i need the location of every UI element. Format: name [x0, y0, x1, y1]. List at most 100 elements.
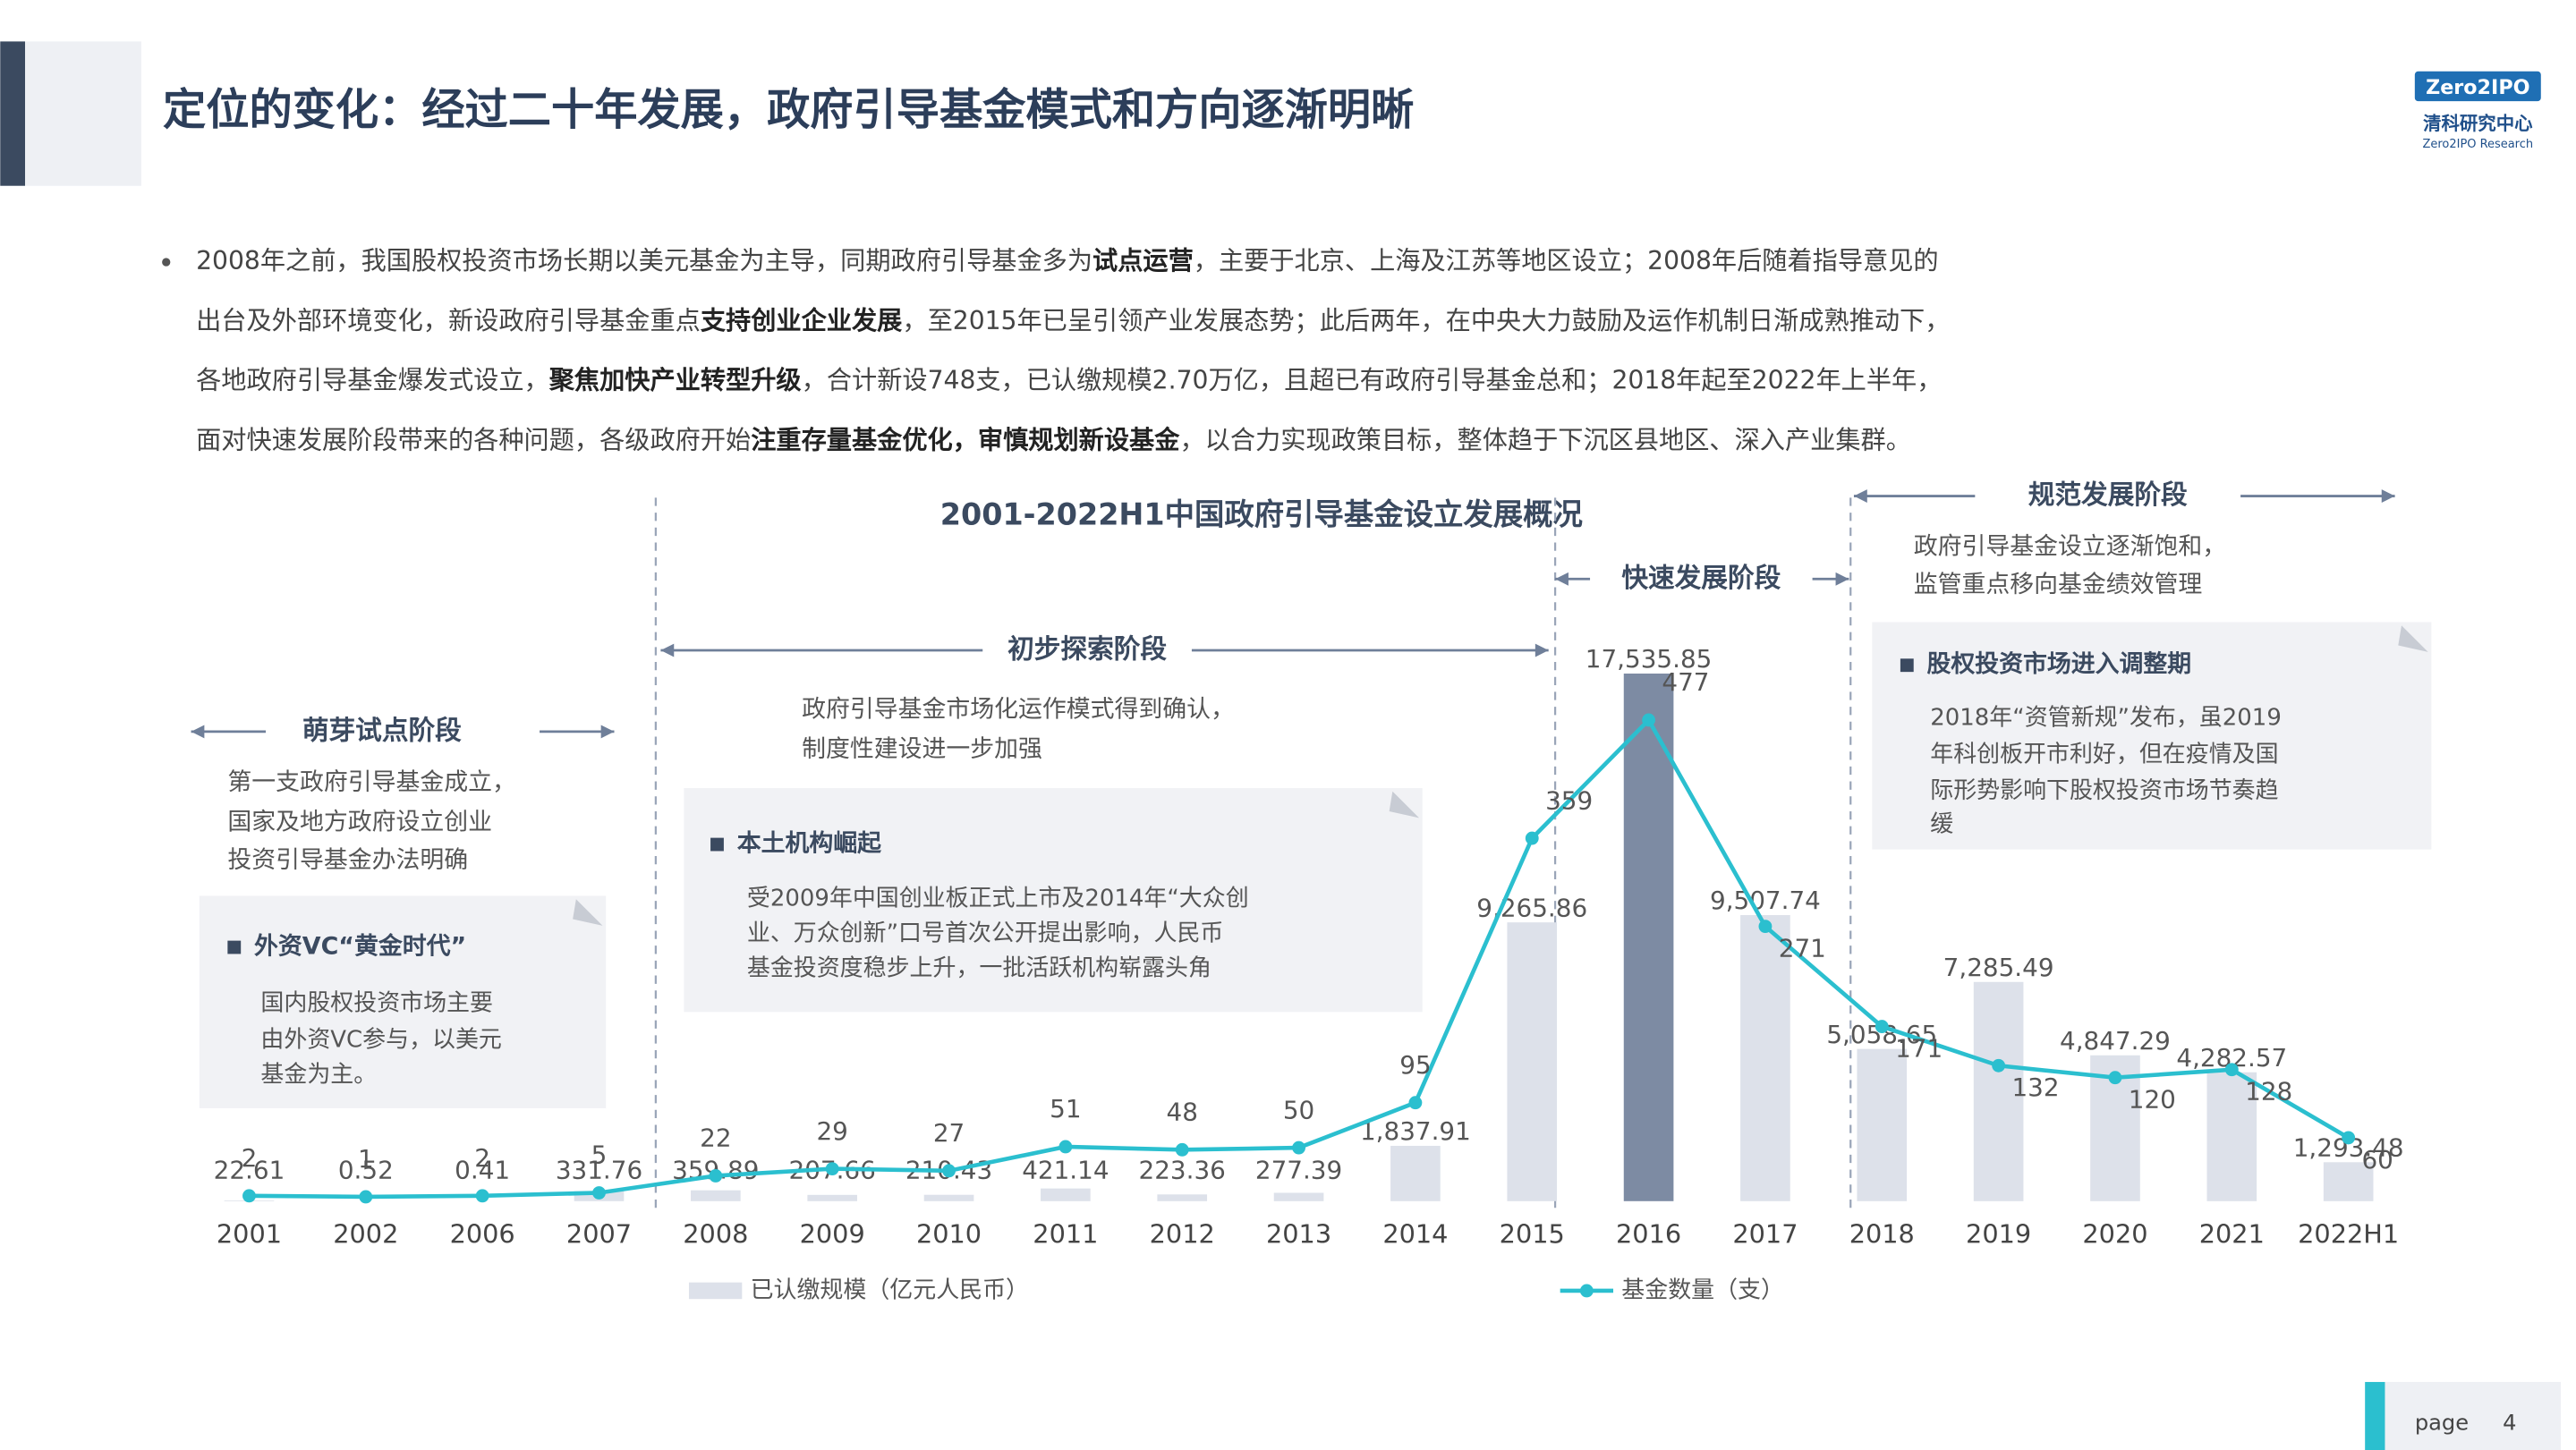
legend-dot [1579, 1284, 1594, 1298]
x-tick-label: 2012 [1150, 1219, 1215, 1250]
note-square [227, 940, 242, 954]
arrow-head [660, 643, 675, 657]
bar [2206, 1072, 2257, 1201]
note-title: 股权投资市场进入调整期 [1927, 649, 2192, 678]
bullet-text: ，至2015年已呈引领产业发展态势；此后两年，在中央大力鼓励及运作机制日渐成熟推… [902, 306, 1950, 335]
count-point [2224, 1063, 2239, 1077]
stage-desc: 第一支政府引导基金成立， [227, 768, 516, 796]
bullet-bold: 聚焦加快产业转型升级 [548, 366, 803, 395]
page-number: 4 [2503, 1410, 2516, 1435]
footer-accent [2365, 1381, 2385, 1450]
note-line: 由外资VC参与，以美元 [260, 1026, 501, 1053]
arrow-head [1535, 643, 1549, 657]
arrow-head [1853, 489, 1867, 503]
x-tick-label: 2021 [2199, 1219, 2265, 1250]
arrow-head [2381, 489, 2395, 503]
count-label: 120 [2129, 1085, 2176, 1115]
logo-name: 清科研究中心 [2423, 113, 2533, 134]
footer-bg [2365, 1381, 2562, 1450]
stage-desc: 政府引导基金设立逐渐饱和， [1914, 533, 2226, 561]
count-label: 2 [474, 1143, 490, 1173]
page-word: page [2415, 1410, 2469, 1435]
bar-value-label: 223.36 [1139, 1155, 1226, 1184]
bar-value-label: 17,535.85 [1586, 644, 1713, 674]
note-box [1872, 622, 2432, 850]
stage-desc: 制度性建设进一步加强 [802, 735, 1042, 763]
bar-value-label: 7,285.49 [1943, 953, 2054, 982]
title-accent [0, 41, 26, 186]
stage-desc: 投资引导基金办法明确 [227, 846, 468, 874]
count-point [475, 1189, 489, 1203]
bar-value-label: 1,837.91 [1360, 1116, 1471, 1146]
count-point [242, 1189, 256, 1203]
bullet-text: ，合计新设748支，已认缴规模2.70万亿，且超已有政府引导基金总和；2018年… [802, 366, 1943, 395]
count-point [1875, 1020, 1889, 1034]
note-line: 基金为主。 [260, 1061, 377, 1088]
bar [691, 1190, 741, 1201]
note-box [684, 787, 1423, 1013]
legend-label: 基金数量（支） [1621, 1276, 1784, 1303]
count-point [942, 1164, 956, 1178]
count-label: 128 [2245, 1077, 2292, 1107]
bullet-line: 面对快速发展阶段带来的各种问题，各级政府开始注重存量基金优化，审慎规划新设基金，… [196, 425, 1911, 454]
bullet-text: ，主要于北京、上海及江苏等地区设立；2008年后随着指导意见的 [1194, 246, 1939, 276]
bar [1973, 981, 2024, 1201]
x-tick-label: 2022H1 [2298, 1219, 2399, 1250]
bullet-dot [162, 258, 171, 267]
count-point [2342, 1131, 2356, 1145]
note-line: 缓 [1930, 810, 1953, 837]
count-point [1292, 1140, 1305, 1155]
stage-desc: 政府引导基金市场化运作模式得到确认， [802, 695, 1235, 723]
arrow-head [1835, 572, 1849, 586]
count-label: 5 [591, 1140, 608, 1170]
stage-label: 初步探索阶段 [1007, 633, 1167, 665]
bullet-text: ，以合力实现政策目标，整体趋于下沉区县地区、深入产业集群。 [1179, 425, 1910, 454]
stage-label: 快速发展阶段 [1621, 562, 1781, 593]
bar [807, 1194, 858, 1201]
bullet-text: 出台及外部环境变化，新设政府引导基金重点 [196, 306, 701, 335]
x-tick-label: 2019 [1966, 1219, 2031, 1250]
count-label: 271 [1779, 934, 1826, 963]
note-title: 外资VC“黄金时代” [254, 932, 466, 961]
bar [1740, 915, 1790, 1201]
bar [1041, 1188, 1091, 1201]
note-square [710, 837, 724, 852]
stage-label: 规范发展阶段 [2028, 479, 2188, 510]
bar [1273, 1192, 1324, 1201]
note-line: 年科创板开市利好，但在疫情及国 [1930, 741, 2278, 767]
title-accent-light [25, 41, 141, 186]
bullet-bold: 支持创业企业发展 [701, 306, 903, 335]
bullet-text: 2008年之前，我国股权投资市场长期以美元基金为主导，同期政府引导基金多为 [196, 246, 1092, 276]
count-label: 22 [700, 1124, 731, 1153]
count-point [592, 1186, 606, 1200]
count-label: 171 [1895, 1034, 1943, 1064]
stage-desc: 国家及地方政府设立创业 [227, 808, 492, 835]
bar-value-label: 4,847.29 [2060, 1026, 2171, 1056]
x-tick-label: 2001 [217, 1219, 282, 1250]
count-point [1525, 831, 1539, 845]
count-point [359, 1190, 373, 1204]
count-label: 1 [358, 1144, 374, 1174]
bar-value-label: 421.14 [1022, 1155, 1109, 1184]
count-label: 50 [1283, 1095, 1314, 1124]
bar [1507, 922, 1558, 1201]
note-fold [573, 899, 603, 926]
arrow-head [1555, 572, 1569, 586]
count-label: 60 [2361, 1145, 2393, 1174]
x-tick-label: 2017 [1732, 1219, 1798, 1250]
x-tick-label: 2008 [683, 1219, 748, 1250]
logo-brand: Zero2IPO [2426, 76, 2529, 99]
count-label: 29 [816, 1116, 847, 1146]
bullet-line: 出台及外部环境变化，新设政府引导基金重点支持创业企业发展，至2015年已呈引领产… [196, 306, 1950, 335]
x-tick-label: 2010 [916, 1219, 982, 1250]
count-point [1175, 1142, 1189, 1157]
logo-sub: Zero2IPO Research [2423, 138, 2534, 151]
bullet-text: 各地政府引导基金爆发式设立， [196, 366, 549, 395]
x-tick-label: 2013 [1266, 1219, 1331, 1250]
bar-value-label: 0.41 [455, 1155, 510, 1184]
note-line: 国内股权投资市场主要 [260, 990, 493, 1017]
bullet-line: 各地政府引导基金爆发式设立，聚焦加快产业转型升级，合计新设748支，已认缴规模2… [196, 366, 1942, 395]
count-label: 48 [1167, 1098, 1198, 1127]
legend-label: 已认缴规模（亿元人民币） [751, 1276, 1029, 1303]
